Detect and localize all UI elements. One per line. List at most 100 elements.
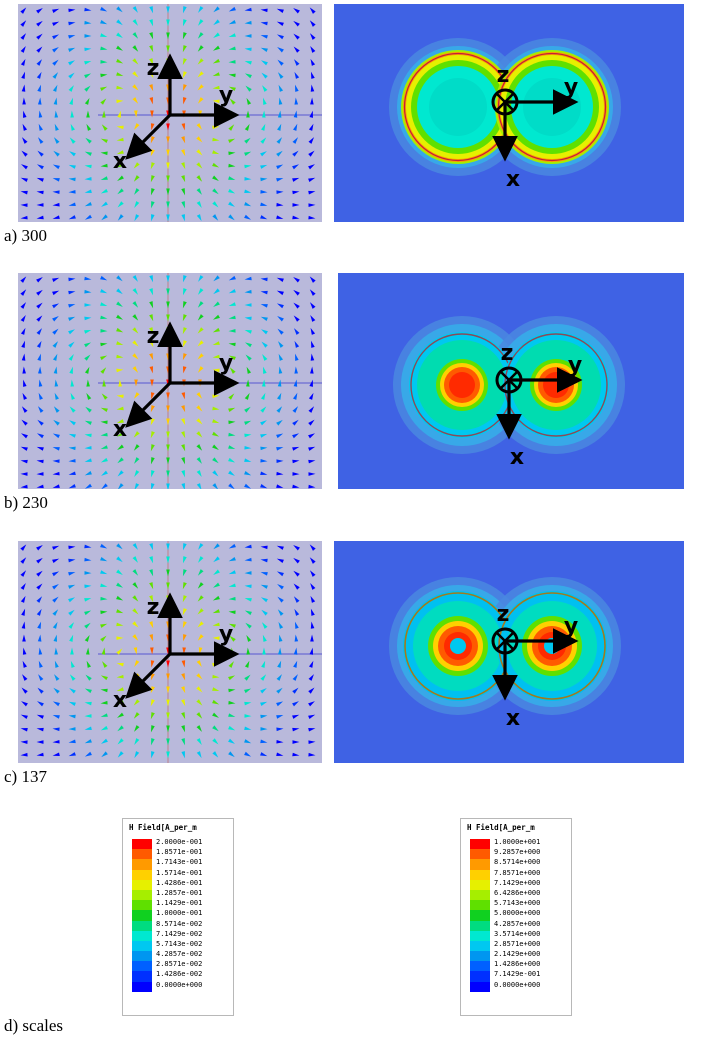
scale-tick-label: 1.8571e-001: [156, 848, 203, 857]
z-axis-label: z: [147, 324, 160, 349]
scale-tick-label: 1.7143e-001: [156, 858, 203, 867]
scale-tick-label: 2.1429e+000: [494, 950, 541, 959]
axis-triad: z y x: [113, 53, 240, 174]
colorbar-swatch: [132, 849, 152, 860]
colorbar-swatch: [470, 869, 490, 880]
colorbar-swatch: [470, 839, 490, 850]
scale-tick-label: 4.2857e+000: [494, 919, 541, 928]
scale-tick-label: 5.0000e+000: [494, 909, 541, 918]
scale-tick-label: 1.1429e-001: [156, 899, 203, 908]
scale-tick-label: 1.0000e+001: [494, 838, 541, 846]
scale-tick-label: 0.0000e+000: [494, 980, 541, 989]
scale-tick-label: 1.4286e+000: [494, 960, 541, 969]
scale-tick-label: 1.0000e-001: [156, 909, 203, 918]
scale-tick-label: 2.8571e-002: [156, 960, 203, 969]
z-out-of-plane-icon: [495, 366, 523, 394]
caption-d: d) scales: [4, 1016, 64, 1035]
vector-field-plot-c: z y x: [18, 541, 322, 763]
colorbar-swatch: [470, 981, 490, 992]
colorbar-swatch: [470, 971, 490, 982]
x-axis-arrow: [125, 652, 172, 699]
scale-tick-label: 8.5714e+000: [494, 858, 541, 867]
scale-tick-label: 8.5714e-002: [156, 919, 203, 928]
magnitude-plot-b: z y x: [338, 273, 684, 489]
scale-tick-label: 4.2857e-002: [156, 950, 203, 959]
scale-tick-label: 5.7143e-002: [156, 939, 203, 948]
scale-tick-label: 2.0000e-001: [156, 838, 203, 846]
x-axis-arrow: [125, 381, 172, 428]
z-axis-label: z: [501, 341, 514, 366]
magnitude-plot-c: z y x: [334, 541, 684, 763]
colorbar-swatch: [132, 879, 152, 890]
y-axis-label: y: [568, 353, 582, 378]
z-axis-label: z: [497, 63, 510, 88]
colorbar-swatch: [470, 961, 490, 972]
colorbar-swatch: [470, 859, 490, 870]
caption-a: a) 300: [4, 226, 47, 245]
vector-field-plot-a: z y x: [18, 4, 322, 222]
magnitude-plot-a: z y x: [334, 4, 684, 222]
scale-tick-label: 5.7143e+000: [494, 899, 541, 908]
colorbar-swatch: [470, 930, 490, 941]
y-axis-label: y: [564, 614, 578, 639]
x-axis-label: x: [506, 706, 520, 731]
scale-title: H Field[A_per_m: [129, 823, 197, 832]
scale-tick-label: 0.0000e+000: [156, 980, 203, 989]
vector-arrows: [20, 275, 316, 489]
scale-tick-label: 1.4286e-001: [156, 878, 203, 887]
scale-tick-label: 1.4286e-002: [156, 970, 203, 979]
scale-tick-label: 6.4286e+000: [494, 888, 541, 897]
colorbar-swatch: [132, 910, 152, 921]
colorbar-swatch: [132, 951, 152, 962]
colorbar-swatch: [132, 961, 152, 972]
x-axis-label: x: [510, 445, 524, 470]
scale-tick-label: 9.2857e+000: [494, 848, 541, 857]
colorbar-swatch: [470, 920, 490, 931]
x-axis-label: x: [113, 417, 127, 442]
y-axis-label: y: [564, 75, 578, 100]
colorbar-swatch: [132, 889, 152, 901]
y-axis-label: y: [219, 622, 233, 647]
caption-b: b) 230: [4, 493, 48, 512]
scale-tick-label: 7.1429e+000: [494, 878, 541, 887]
colorbar-swatch: [132, 940, 152, 952]
scale-labels: 2.0000e-001 1.8571e-001 1.7143e-001 1.5714e…: [156, 837, 202, 990]
scale-tick-label: 7.1429e-001: [494, 970, 541, 979]
colorbar-swatch: [470, 879, 490, 890]
scale-tick-label: 1.2857e-001: [156, 888, 203, 897]
colorbar-swatch: [470, 951, 490, 962]
colorbar-swatch: [132, 981, 152, 992]
x-axis-label: x: [113, 688, 127, 713]
color-scale-left: H Field[A_per_m 2.0000e-001 1.8571e-001 1.…: [122, 818, 234, 1016]
colorbar-swatch: [470, 849, 490, 860]
field-magnitude-pattern: [393, 316, 625, 454]
scale-tick-label: 1.5714e-001: [156, 868, 203, 877]
y-axis-label: y: [219, 83, 233, 108]
scale-tick-label: 2.8571e+000: [494, 939, 541, 948]
x-axis-label: x: [506, 167, 520, 192]
vector-arrows: [20, 6, 316, 222]
colorbar-swatch: [132, 920, 152, 931]
colorbar-swatch: [470, 889, 490, 901]
axis-triad: z y x: [491, 602, 579, 731]
vector-field-plot-b: z y x: [18, 273, 322, 489]
x-axis-arrow: [125, 113, 172, 160]
vector-arrows: [20, 543, 316, 759]
colorbar: [132, 839, 152, 992]
colorbar-swatch: [470, 900, 490, 911]
color-scale-right: H Field[A_per_m 1.0000e+001 9.2857e+000 8.…: [460, 818, 572, 1016]
scale-tick-label: 7.1429e-002: [156, 929, 203, 938]
colorbar-swatch: [132, 869, 152, 880]
scale-tick-label: 7.8571e+000: [494, 868, 541, 877]
colorbar-swatch: [132, 859, 152, 870]
y-axis-label: y: [219, 351, 233, 376]
scale-labels: 1.0000e+001 9.2857e+000 8.5714e+000 7.8571e…: [494, 837, 540, 990]
axis-triad: z y x: [113, 592, 240, 713]
caption-c: c) 137: [4, 767, 47, 786]
colorbar-swatch: [470, 940, 490, 952]
axis-triad: z y x: [495, 341, 583, 470]
colorbar-swatch: [470, 910, 490, 921]
colorbar: [470, 839, 490, 992]
colorbar-swatch: [132, 839, 152, 850]
colorbar-swatch: [132, 971, 152, 982]
